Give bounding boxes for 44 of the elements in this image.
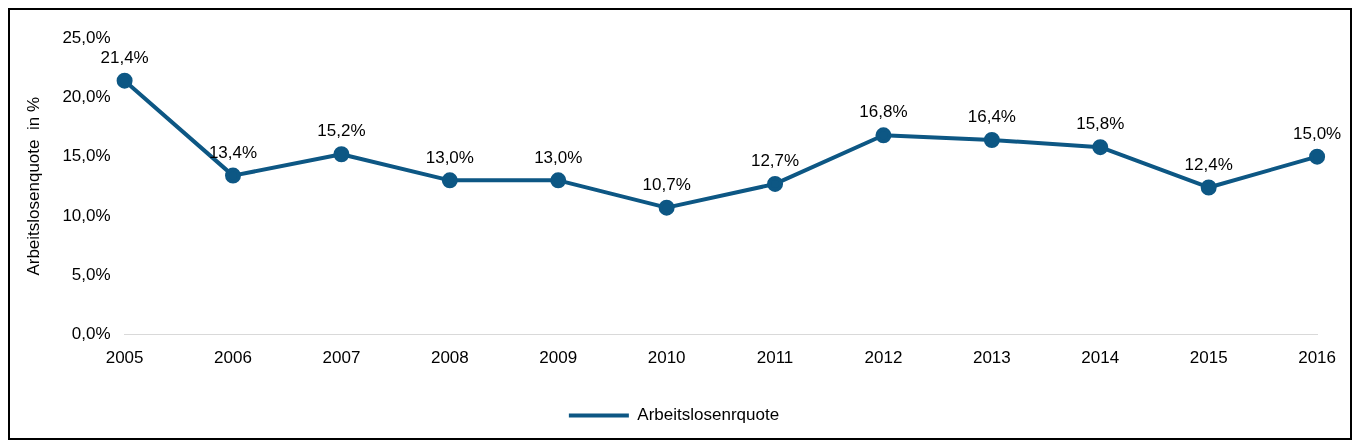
legend-label: Arbeitslosenrquote: [637, 405, 780, 425]
data-label: 13,0%: [534, 147, 583, 167]
data-label: 15,8%: [1076, 114, 1125, 134]
point: [1200, 179, 1217, 196]
y-tick-label: 5,0%: [71, 264, 111, 284]
x-tick-label: 2006: [214, 348, 252, 368]
y-tick-label: 15,0%: [62, 146, 111, 166]
x-tick-label: 2014: [1081, 348, 1120, 368]
data-label: 15,0%: [1292, 123, 1342, 143]
x-tick-label: 2009: [539, 348, 578, 368]
point: [1309, 148, 1326, 165]
x-tick-label: 2013: [972, 348, 1011, 368]
y-tick-label: 20,0%: [62, 87, 111, 107]
point: [1092, 139, 1109, 156]
data-label: 10,7%: [642, 174, 691, 194]
x-tick-label: 2012: [864, 348, 903, 368]
point: [225, 167, 242, 184]
y-tick-label: 0,0%: [71, 324, 111, 344]
point: [441, 172, 458, 189]
point: [333, 146, 350, 163]
data-label: 16,8%: [859, 102, 908, 122]
data-label: 12,7%: [750, 151, 800, 171]
point: [658, 199, 675, 216]
x-tick-label: 2011: [756, 348, 794, 368]
point: [983, 132, 1000, 149]
x-tick-label: 2015: [1189, 348, 1228, 368]
point: [875, 127, 892, 144]
x-tick-label: 2010: [647, 348, 686, 368]
x-tick-label: 2016: [1298, 348, 1336, 368]
y-axis-title: Arbeitslosenquote in %: [23, 97, 43, 276]
x-tick-label: 2005: [105, 348, 144, 368]
data-label: 13,4%: [208, 142, 258, 162]
point: [767, 175, 784, 192]
y-tick-label: 10,0%: [62, 205, 111, 225]
point: [116, 72, 133, 89]
data-label: 15,2%: [317, 121, 366, 141]
data-label: 16,4%: [967, 107, 1016, 127]
point: [550, 172, 567, 189]
x-tick-label: 2008: [430, 348, 469, 368]
data-label: 12,4%: [1184, 154, 1233, 174]
data-label: 21,4%: [100, 47, 149, 67]
y-tick-label: 25,0%: [62, 27, 111, 47]
data-label: 13,0%: [425, 147, 474, 167]
x-tick-label: 2007: [322, 348, 361, 368]
